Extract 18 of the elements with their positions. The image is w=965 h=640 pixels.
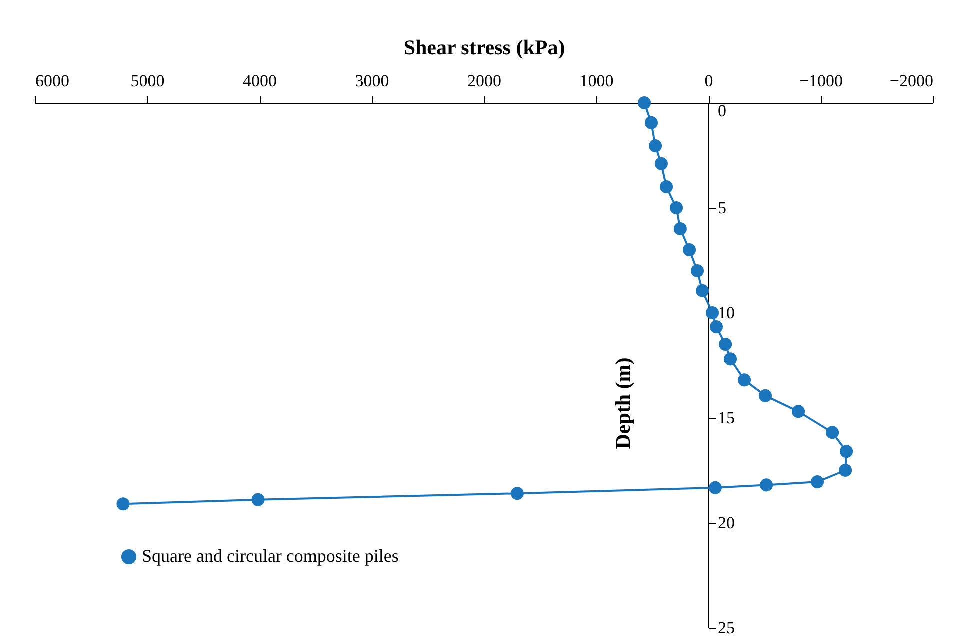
y-tick-label: 20	[718, 514, 735, 532]
x-tick-label: 3000	[355, 72, 390, 90]
x-tick-label: −2000	[890, 72, 934, 90]
x-tick-label: 6000	[36, 72, 70, 90]
y-tick-label: 15	[718, 408, 735, 428]
legend-label: Square and circular composite piles	[142, 546, 399, 566]
y-axis-title: Depth (m)	[611, 358, 635, 450]
x-tick-label: 4000	[243, 72, 277, 90]
x-tick-label: 5000	[130, 72, 165, 90]
x-tick-label: 2000	[468, 72, 502, 90]
x-axis-title: Shear stress (kPa)	[404, 36, 566, 60]
y-tick-label: 25	[718, 618, 735, 638]
x-tick-label: −1000	[799, 72, 844, 90]
y-tick-label: 10	[718, 304, 735, 322]
y-tick-label: 5	[718, 198, 726, 218]
x-tick-label: 0	[704, 72, 714, 90]
y-tick-label: 0	[718, 102, 726, 120]
x-tick-label: 1000	[580, 72, 614, 90]
